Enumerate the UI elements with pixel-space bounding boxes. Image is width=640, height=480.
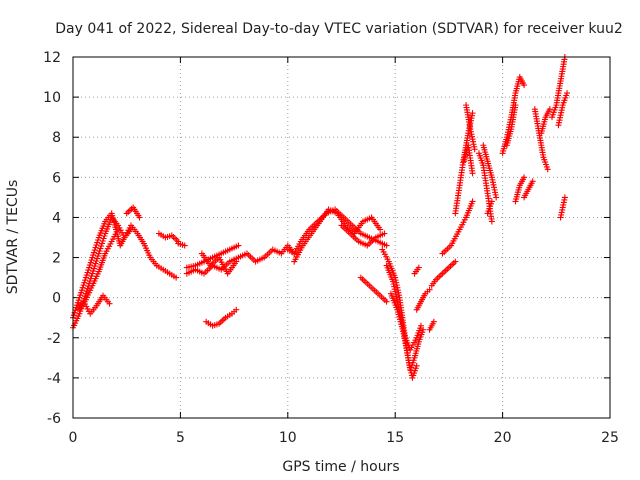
series-track-ai	[538, 106, 553, 137]
series-track-ak	[555, 90, 571, 129]
data-point	[181, 242, 188, 249]
series-track-k	[203, 306, 240, 329]
series-track-i	[183, 242, 298, 277]
data-point	[488, 198, 495, 205]
series-track-y	[460, 142, 476, 177]
series-track-ad	[499, 74, 528, 157]
series-track-ag	[521, 178, 536, 201]
y-tick-label: 10	[43, 90, 61, 106]
data-point	[529, 178, 536, 185]
data-point	[564, 90, 571, 97]
data-point	[136, 214, 143, 221]
y-axis-label: SDTVAR / TECUs	[5, 180, 21, 295]
data-point	[469, 198, 476, 205]
data-point	[561, 194, 568, 201]
series-track-ac	[484, 198, 495, 217]
data-point	[233, 306, 240, 313]
data-point	[471, 146, 478, 153]
series-track-u	[426, 318, 437, 333]
data-point	[469, 170, 476, 177]
data-point	[430, 318, 437, 325]
y-tick-label: -4	[47, 371, 61, 387]
y-tick-label: 4	[52, 210, 61, 226]
y-tick-label: -2	[47, 331, 61, 347]
series-track-g	[175, 240, 188, 249]
series-track-r	[357, 274, 390, 305]
data-point	[233, 258, 240, 265]
series-track-ah	[531, 106, 551, 173]
x-tick-label: 10	[279, 430, 297, 446]
series-track-af	[512, 174, 528, 205]
series-track-z	[463, 102, 478, 153]
data-point	[383, 298, 390, 305]
data-point	[106, 300, 113, 307]
data-point	[521, 174, 528, 181]
data-point	[488, 218, 495, 225]
series-track-t	[411, 264, 422, 277]
series-track-aj	[549, 54, 568, 121]
plot-frame	[72, 56, 611, 419]
chart-title: Day 041 of 2022, Sidereal Day-to-day VTE…	[55, 21, 623, 37]
data-point	[493, 194, 500, 201]
data-point	[383, 242, 390, 249]
data-point	[469, 110, 476, 117]
y-tick-label: 6	[52, 170, 61, 186]
data-point	[127, 226, 134, 233]
x-axis-label: GPS time / hours	[282, 459, 399, 475]
data-point	[115, 226, 122, 233]
series-track-j	[198, 250, 240, 277]
data-point	[452, 258, 459, 265]
tick-labels: 0 5 10 15 20 25 -6 -4 -2 0 2 4 6 8 10 12	[43, 50, 619, 446]
series-track-ab	[480, 142, 500, 201]
data-point	[377, 226, 384, 233]
series-track-al	[557, 194, 568, 221]
series-track-ae	[503, 102, 519, 149]
data-point	[426, 286, 433, 293]
data-point	[544, 166, 551, 173]
series-track-s	[413, 286, 433, 313]
series-track-aa	[475, 150, 495, 225]
series-track-m	[291, 206, 384, 265]
y-tick-label: 0	[52, 291, 61, 307]
series-track-v	[428, 258, 459, 289]
series-track-w	[439, 198, 476, 257]
data-point	[546, 106, 553, 113]
data-points	[70, 54, 571, 381]
x-tick-label: 5	[176, 430, 185, 446]
y-tick-label: 8	[52, 130, 61, 146]
series-track-n	[338, 222, 388, 249]
series-track-f	[155, 230, 182, 245]
x-tick-label: 15	[386, 430, 404, 446]
data-point	[413, 362, 420, 369]
series-track-e	[123, 204, 143, 221]
y-tick-label: -6	[47, 411, 61, 427]
data-point	[521, 82, 528, 89]
x-tick-label: 20	[494, 430, 512, 446]
data-point	[415, 264, 422, 271]
y-tick-label: 12	[43, 50, 61, 66]
data-point	[420, 326, 427, 333]
grid-lines	[73, 57, 610, 418]
data-point	[381, 230, 388, 237]
x-tick-label: 25	[601, 430, 619, 446]
y-tick-label: 2	[52, 251, 61, 267]
data-point	[173, 274, 180, 281]
data-point	[512, 102, 519, 109]
x-tick-label: 0	[69, 430, 78, 446]
series-track-d	[76, 226, 122, 313]
axis-ticks	[72, 56, 611, 419]
data-point	[417, 322, 424, 329]
data-point	[235, 242, 242, 249]
series-track-q	[387, 290, 424, 353]
